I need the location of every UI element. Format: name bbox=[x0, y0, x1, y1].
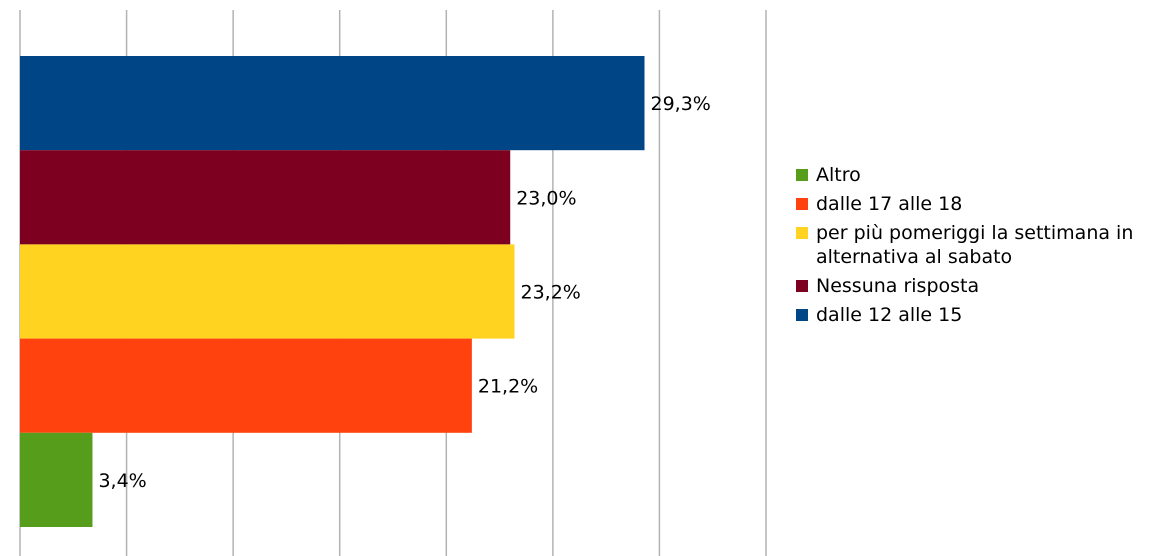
legend-swatch bbox=[796, 227, 808, 239]
legend-item: Nessuna risposta bbox=[796, 274, 1146, 298]
legend-item: dalle 12 alle 15 bbox=[796, 303, 1146, 327]
legend-item: per più pomeriggi la settimana in altern… bbox=[796, 221, 1146, 269]
bar bbox=[20, 432, 93, 527]
data-label: 21,2% bbox=[478, 376, 538, 398]
bar bbox=[20, 338, 472, 433]
data-label: 3,4% bbox=[98, 470, 146, 492]
legend-item: dalle 17 alle 18 bbox=[796, 192, 1146, 216]
data-label: 29,3% bbox=[651, 93, 711, 115]
legend-item: Altro bbox=[796, 163, 1146, 187]
legend-label: per più pomeriggi la settimana in altern… bbox=[816, 222, 1134, 268]
legend-swatch bbox=[796, 169, 808, 181]
bar bbox=[20, 56, 645, 151]
legend-swatch bbox=[796, 280, 808, 292]
bar bbox=[20, 150, 511, 245]
chart-legend: Altro dalle 17 alle 18 per più pomeriggi… bbox=[796, 163, 1146, 332]
legend-label: dalle 17 alle 18 bbox=[816, 193, 963, 215]
data-label: 23,0% bbox=[516, 187, 576, 209]
bar bbox=[20, 244, 515, 339]
legend-label: dalle 12 alle 15 bbox=[816, 304, 963, 326]
legend-label: Nessuna risposta bbox=[816, 275, 980, 297]
bar-chart: 29,3% 23,0% 23,2% 21,2% 3,4% bbox=[19, 10, 767, 556]
legend-swatch bbox=[796, 198, 808, 210]
legend-label: Altro bbox=[816, 164, 861, 186]
data-label: 23,2% bbox=[520, 282, 580, 304]
legend-swatch bbox=[796, 309, 808, 321]
